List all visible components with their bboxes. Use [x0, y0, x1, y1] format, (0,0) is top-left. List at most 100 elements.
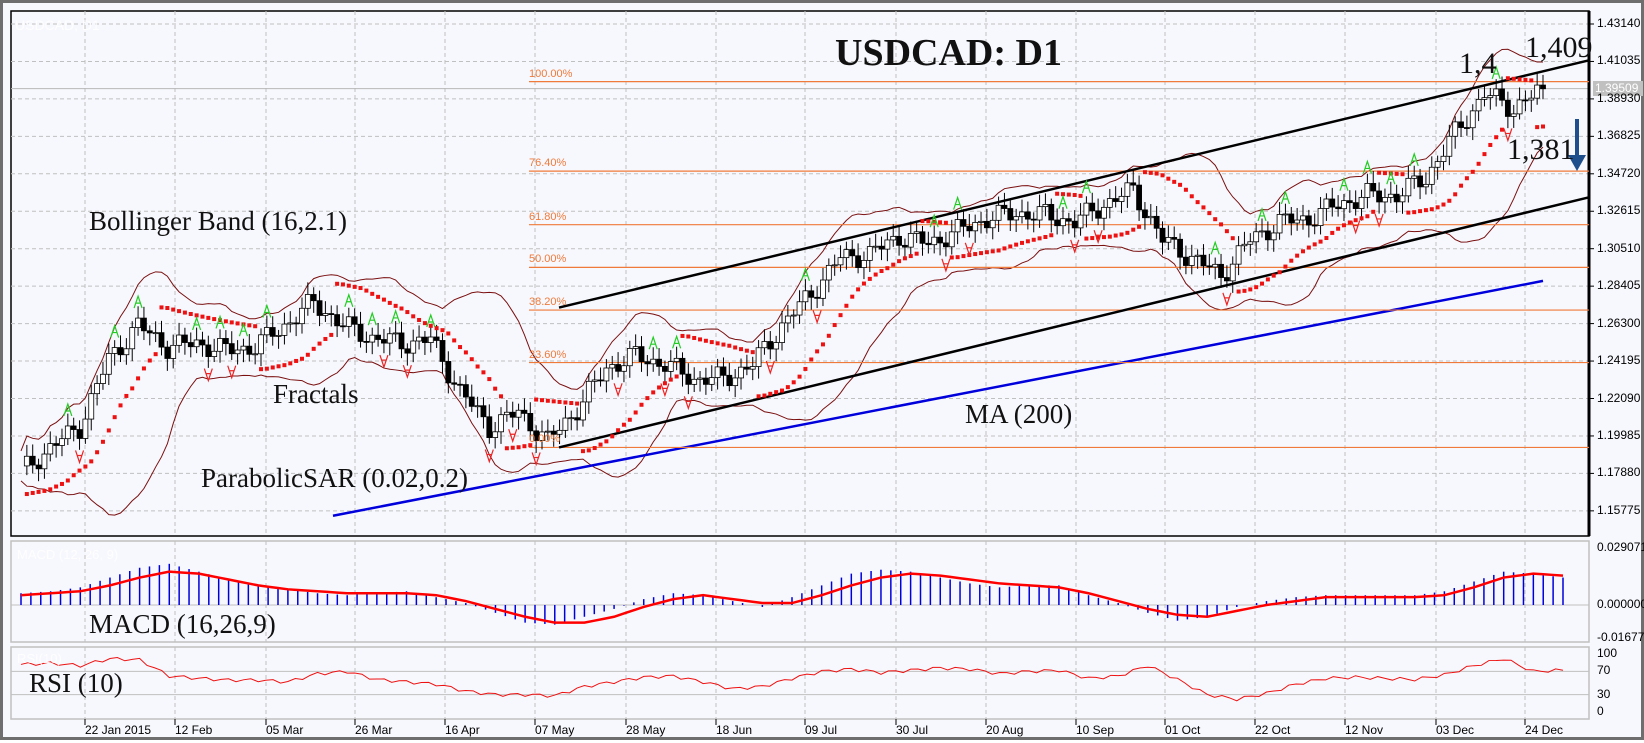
price-axis-label: 1.34720 [1597, 165, 1641, 180]
psar-dot [1101, 235, 1106, 240]
macd-signal-line [20, 570, 1564, 624]
bear-candle [656, 358, 662, 367]
bull-candle [749, 366, 756, 370]
fractal-up-icon [63, 402, 73, 417]
bull-candle [954, 219, 961, 233]
psar-dot [820, 342, 825, 347]
bull-candle [1118, 195, 1125, 202]
bull-candle [1382, 197, 1388, 203]
psar-dot [1224, 229, 1229, 234]
psar-dot [1137, 224, 1142, 229]
fractal-up-icon [426, 313, 436, 328]
bull-candle [714, 366, 721, 378]
psar-dot [996, 248, 1001, 253]
bull-candle [129, 327, 136, 350]
bear-candle [199, 339, 206, 346]
psar-dot [1230, 236, 1235, 241]
psar-dot [1037, 236, 1042, 241]
fractal-down-icon [1222, 292, 1232, 307]
fractal-down-icon [203, 368, 213, 383]
psar-dot [938, 220, 943, 225]
bear-candle [1136, 184, 1142, 211]
psar-dot [651, 390, 656, 395]
bear-candle [1417, 175, 1423, 188]
bear-candle [381, 339, 387, 344]
fractal-down-icon [484, 449, 494, 464]
bull-candle [1270, 232, 1277, 241]
psar-dot [1260, 281, 1265, 286]
fractal-down-icon [74, 450, 85, 465]
bull-candle [626, 348, 633, 367]
psar-dot [1382, 171, 1387, 176]
bull-candle [1446, 135, 1453, 157]
psar-dot [955, 255, 960, 260]
psar-dot [1517, 77, 1522, 82]
bull-candle [1247, 241, 1254, 245]
psar-dot [1219, 222, 1224, 227]
current-price-tag: 1.39509 [1593, 81, 1643, 96]
bear-candle [1177, 238, 1183, 258]
psar-dot [177, 309, 182, 314]
bear-candle [509, 411, 516, 418]
bear-candle [1130, 182, 1137, 186]
psar-dot [165, 305, 170, 310]
macd-ghost-caption: MACD (12, 26, 9) [17, 547, 119, 562]
bear-candle [1264, 230, 1271, 241]
bull-candle [94, 383, 100, 395]
bull-candle [931, 236, 938, 246]
psar-dot [1142, 170, 1147, 175]
psar-dot [780, 388, 784, 393]
bear-candle [960, 219, 967, 227]
bear-candle [1071, 220, 1078, 229]
psar-dot [873, 272, 878, 277]
psar-dot [592, 446, 597, 451]
psar-dot [1154, 171, 1159, 176]
bull-candle [1294, 219, 1301, 224]
psar-dot [1488, 142, 1493, 147]
bear-candle [70, 425, 77, 430]
psar-dot [563, 400, 568, 405]
psar-dot [633, 410, 638, 415]
psar-dot [358, 286, 363, 291]
psar-dot [1300, 249, 1305, 254]
bull-candle [1411, 175, 1418, 179]
psar-label: ParabolicSAR (0.02,0.2) [201, 463, 468, 493]
fractal-up-icon [1257, 207, 1267, 222]
bear-candle [902, 244, 908, 248]
bear-candle [228, 343, 235, 355]
psar-dot [1283, 264, 1288, 269]
bear-candle [943, 242, 949, 248]
psar-dot [229, 320, 234, 325]
psar-dot [1066, 192, 1071, 197]
fractal-up-icon [1339, 176, 1349, 191]
bear-candle [1540, 84, 1546, 90]
bear-candle [357, 323, 364, 342]
date-axis-label: 18 Jun [716, 723, 753, 737]
fractal-up-icon [953, 195, 963, 210]
bull-candle [890, 235, 897, 241]
bear-candle [1218, 263, 1224, 278]
bull-candle [732, 377, 739, 387]
bull-candle [708, 377, 715, 385]
macd-axis-label: -0.01677 [1597, 629, 1644, 644]
psar-dot [709, 340, 714, 345]
fractal-up-icon [192, 316, 202, 331]
psar-dot [387, 300, 392, 305]
bear-candle [1142, 209, 1148, 219]
bull-candle [492, 431, 499, 438]
fractal-up-icon [215, 314, 225, 329]
psar-dot [990, 249, 995, 254]
bear-candle [468, 396, 475, 407]
fractal-down-icon [1070, 239, 1080, 254]
bear-candle [1522, 99, 1529, 102]
date-axis-label: 24 Dec [1525, 723, 1564, 737]
psar-dot [411, 314, 416, 319]
date-axis-label: 22 Oct [1255, 723, 1291, 737]
bull-candle [1276, 213, 1283, 234]
psar-dot [475, 364, 480, 369]
psar-dot [223, 319, 228, 324]
psar-dot [534, 397, 539, 402]
psar-dot [739, 347, 744, 352]
psar-dot [1529, 78, 1534, 83]
psar-dot [733, 345, 738, 350]
